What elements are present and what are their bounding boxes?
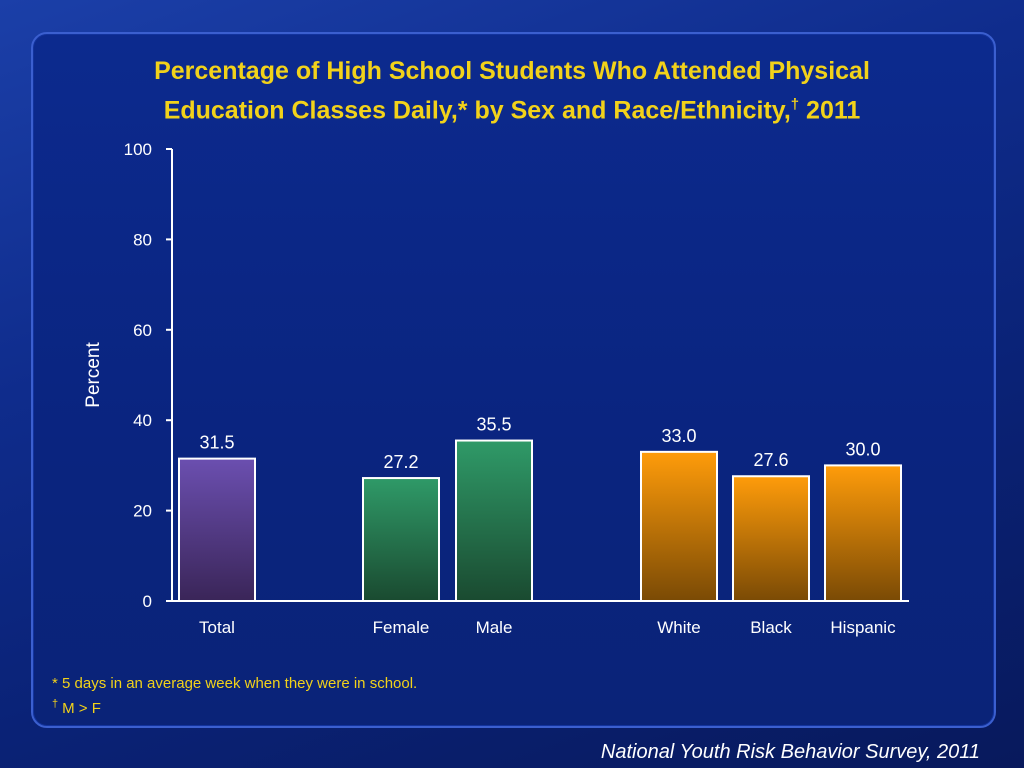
category-label-male: Male bbox=[476, 618, 513, 637]
footnote-days: * 5 days in an average week when they we… bbox=[52, 675, 418, 692]
bar-black bbox=[732, 475, 810, 602]
chart-labels: 31.5 Total 27.2 Female 35.5 Male 33.0 White 27.6… bbox=[199, 415, 896, 637]
y-tick-label: 0 bbox=[143, 592, 152, 611]
category-label-total: Total bbox=[199, 618, 235, 637]
footnote-dagger-text: M > F bbox=[62, 700, 101, 717]
bar-female bbox=[362, 477, 440, 602]
y-tick-label: 60 bbox=[133, 321, 152, 340]
value-label-hispanic: 30.0 bbox=[845, 439, 880, 459]
category-label-white: White bbox=[657, 618, 700, 637]
bar-hispanic bbox=[824, 464, 902, 602]
bar-white bbox=[640, 450, 718, 602]
value-label-white: 33.0 bbox=[661, 426, 696, 446]
y-tick-label: 80 bbox=[133, 230, 152, 249]
source-citation: National Youth Risk Behavior Survey, 201… bbox=[600, 741, 980, 763]
value-label-black: 27.6 bbox=[753, 450, 788, 470]
footnote-dagger: † M > F bbox=[52, 694, 417, 719]
y-axis-label: Percent bbox=[83, 342, 104, 408]
category-label-female: Female bbox=[373, 618, 430, 637]
y-tick-label: 20 bbox=[133, 502, 152, 521]
footnotes: * 5 days in an average week when they we… bbox=[52, 674, 417, 719]
y-tick-label: 40 bbox=[133, 411, 152, 430]
bar-male bbox=[455, 439, 533, 603]
category-label-hispanic: Hispanic bbox=[830, 618, 896, 637]
title-dagger: † bbox=[790, 96, 800, 113]
title-line-1: Percentage of High School Students Who A… bbox=[154, 57, 870, 85]
value-label-total: 31.5 bbox=[199, 433, 234, 453]
bar-total bbox=[178, 457, 256, 602]
value-label-male: 35.5 bbox=[476, 415, 511, 435]
chart-axes: 0 20 40 60 80 100 Percent bbox=[83, 140, 909, 611]
chart-title: Percentage of High School Students Who A… bbox=[60, 54, 964, 127]
y-tick-label: 100 bbox=[124, 140, 152, 159]
footnote-dagger-mark: † bbox=[52, 698, 59, 710]
title-year: 2011 bbox=[799, 96, 861, 125]
title-line-2: Education Classes Daily,* by Sex and Rac… bbox=[163, 96, 791, 125]
value-label-female: 27.2 bbox=[383, 452, 418, 472]
chart-bars bbox=[178, 439, 902, 603]
slide-panel bbox=[31, 32, 996, 728]
category-label-black: Black bbox=[750, 618, 792, 637]
